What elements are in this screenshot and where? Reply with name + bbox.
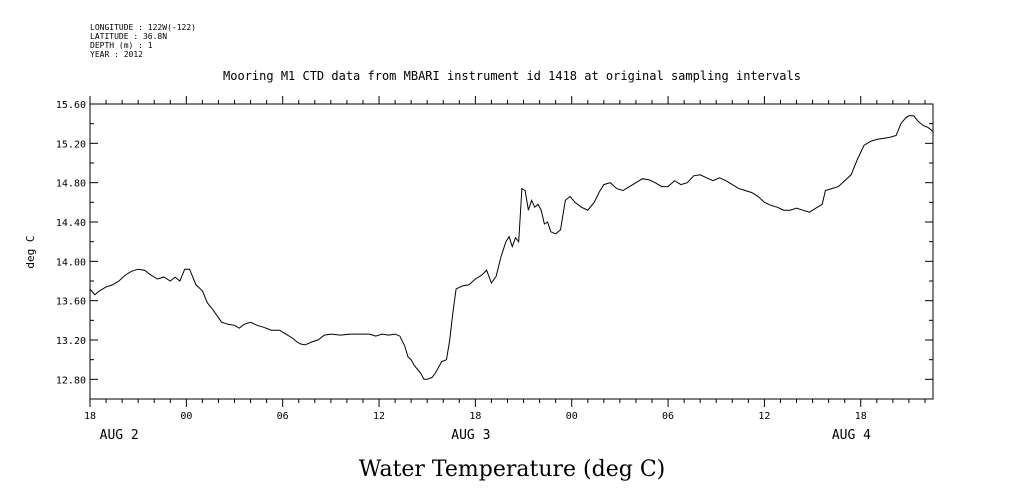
- x-tick-label: 00: [566, 411, 578, 422]
- x-tick-label: 06: [277, 411, 289, 422]
- x-tick-label: 18: [469, 411, 481, 422]
- y-axis-label: deg C: [24, 235, 37, 268]
- metadata-block: LONGITUDE : 122W(-122) LATITUDE : 36.8N …: [90, 23, 196, 59]
- metadata-latitude: LATITUDE : 36.8N: [90, 32, 167, 41]
- metadata-longitude: LONGITUDE : 122W(-122): [90, 23, 196, 32]
- y-tick-label: 14.00: [56, 257, 86, 268]
- x-tick-label: 12: [758, 411, 770, 422]
- x-tick-label: 18: [84, 411, 96, 422]
- y-tick-label: 13.60: [56, 297, 86, 308]
- x-tick-label: 06: [662, 411, 674, 422]
- x-tick-label: 18: [855, 411, 867, 422]
- tick-label-group: 12.80 13.20 13.60 14.00 14.40 14.80 15.20 15.60…: [56, 100, 871, 443]
- y-tick-label: 14.40: [56, 218, 86, 229]
- plot-frame: [89, 103, 934, 400]
- metadata-year: YEAR : 2012: [90, 50, 143, 59]
- y-tick-label: 14.80: [56, 179, 86, 190]
- tick-group: [89, 96, 933, 407]
- metadata-depth: DEPTH (m) : 1: [90, 41, 153, 50]
- series-line-water-temperature: [89, 115, 934, 380]
- x-tick-label: 12: [373, 411, 385, 422]
- x-day-label: AUG 4: [832, 428, 871, 443]
- chart-title: Mooring M1 CTD data from MBARI instrumen…: [223, 69, 801, 83]
- y-tick-label: 15.60: [56, 100, 86, 111]
- y-tick-label: 15.20: [56, 139, 86, 150]
- x-day-label: AUG 3: [451, 428, 490, 443]
- y-tick-label: 13.20: [56, 336, 86, 347]
- x-axis-label: Water Temperature (deg C): [359, 457, 666, 482]
- x-tick-label: 00: [180, 411, 192, 422]
- y-tick-label: 12.80: [56, 375, 86, 386]
- x-day-label: AUG 2: [100, 428, 139, 443]
